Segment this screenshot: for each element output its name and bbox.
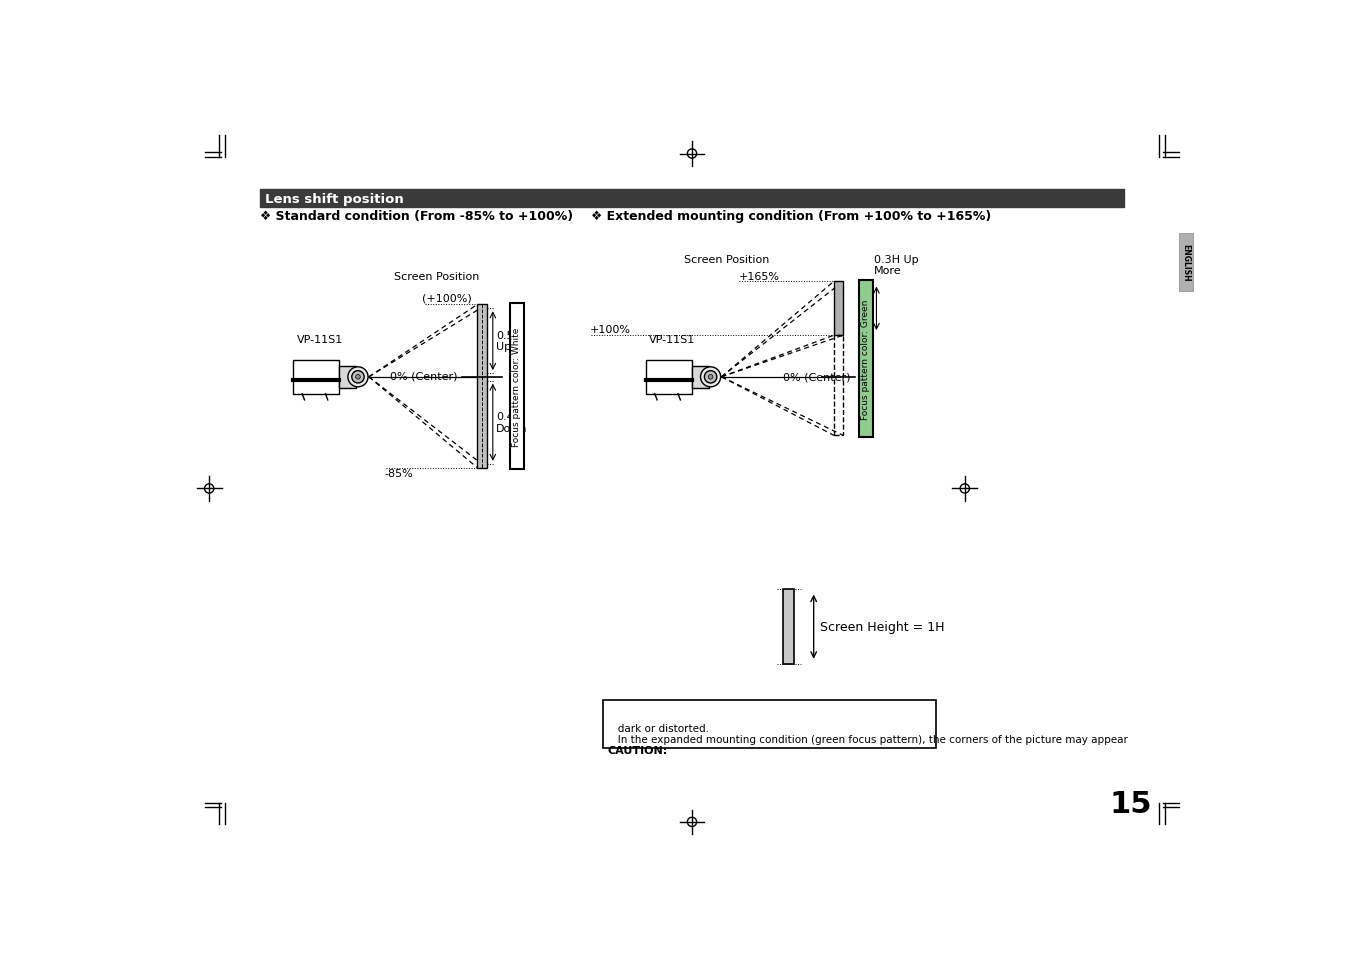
Text: +165%: +165% [739, 272, 780, 281]
Text: Screen Height = 1H: Screen Height = 1H [820, 620, 944, 633]
Text: 0.4H
Down: 0.4H Down [496, 412, 527, 434]
Circle shape [704, 372, 717, 383]
Text: +100%: +100% [589, 325, 631, 335]
Bar [293, 360, 339, 395]
Text: VP-11S1: VP-11S1 [650, 335, 696, 345]
Text: 0.5H
Up: 0.5H Up [496, 331, 521, 352]
Bar [692, 367, 709, 388]
Text: 0.3H Up
More: 0.3H Up More [874, 254, 919, 275]
Text: ❖ Extended mounting condition (From +100% to +165%): ❖ Extended mounting condition (From +100… [592, 211, 992, 223]
Bar [646, 360, 692, 395]
Text: VP-11S1: VP-11S1 [297, 335, 343, 345]
Text: ❖ Standard condition (From -85% to +100%): ❖ Standard condition (From -85% to +100%… [259, 211, 573, 223]
Circle shape [351, 372, 365, 383]
Text: Focus pattern color: White: Focus pattern color: White [512, 327, 521, 446]
Circle shape [349, 368, 367, 388]
Bar [1178, 233, 1193, 292]
Bar [859, 280, 873, 437]
Text: 0% (Center): 0% (Center) [389, 371, 457, 381]
Text: (+100%): (+100%) [423, 293, 471, 303]
Bar [477, 305, 486, 468]
Text: dark or distorted.: dark or distorted. [608, 723, 708, 734]
Text: In the expanded mounting condition (green focus pattern), the corners of the pic: In the expanded mounting condition (gree… [608, 735, 1127, 744]
Text: 0% (Center): 0% (Center) [782, 373, 850, 382]
Text: CAUTION:: CAUTION: [608, 745, 667, 755]
Text: -85%: -85% [384, 469, 413, 479]
Bar [834, 335, 843, 436]
Bar [603, 700, 936, 748]
Bar [259, 190, 1124, 208]
Bar [834, 282, 843, 335]
Bar [509, 304, 524, 470]
Text: Screen Position: Screen Position [684, 255, 770, 265]
Text: Screen Position: Screen Position [393, 272, 480, 282]
Text: Focus pattern color: Green: Focus pattern color: Green [861, 299, 870, 419]
Bar [339, 367, 357, 388]
Text: Lens shift position: Lens shift position [265, 193, 404, 206]
Circle shape [701, 368, 720, 388]
Text: ENGLISH: ENGLISH [1181, 244, 1190, 281]
Bar [784, 590, 794, 664]
Text: 15: 15 [1109, 789, 1151, 819]
Circle shape [355, 375, 361, 379]
Circle shape [708, 375, 713, 379]
